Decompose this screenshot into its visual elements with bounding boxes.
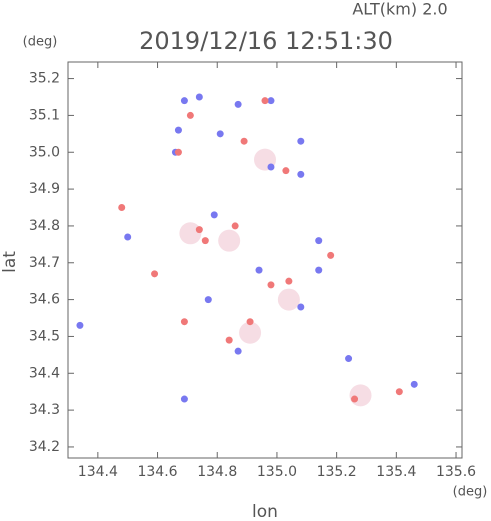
y-tick-label: 34.7 bbox=[29, 255, 60, 271]
echo-point bbox=[297, 303, 305, 311]
echo-point bbox=[218, 229, 241, 252]
echo-point bbox=[255, 266, 263, 274]
echo-point bbox=[225, 336, 233, 344]
echo-point bbox=[174, 148, 182, 156]
echo-point bbox=[174, 126, 182, 134]
echo-point bbox=[282, 167, 290, 175]
y-tick-label: 34.9 bbox=[29, 181, 60, 197]
echo-point bbox=[297, 137, 305, 145]
y-axis-label: lat bbox=[0, 251, 20, 273]
x-tick-label: 134.6 bbox=[137, 464, 177, 480]
echo-point bbox=[395, 388, 403, 396]
echo-point bbox=[76, 321, 84, 329]
echo-point bbox=[179, 222, 202, 245]
echo-point bbox=[246, 318, 254, 326]
echo-point bbox=[124, 233, 132, 241]
echo-point bbox=[195, 226, 203, 234]
x-unit: (deg) bbox=[453, 485, 488, 500]
plot-frame bbox=[67, 61, 463, 459]
y-unit: (deg) bbox=[23, 35, 58, 50]
echo-point bbox=[234, 347, 242, 355]
echo-point bbox=[180, 395, 188, 403]
echo-point bbox=[349, 384, 372, 407]
chart-title: 2019/12/16 12:51:30 bbox=[139, 27, 393, 55]
y-tick-label: 34.3 bbox=[29, 402, 60, 418]
echo-point bbox=[410, 380, 418, 388]
echo-point bbox=[151, 270, 159, 278]
echo-point bbox=[267, 281, 275, 289]
echo-point bbox=[210, 211, 218, 219]
y-tick-label: 35.1 bbox=[29, 107, 60, 123]
y-tick-label: 34.8 bbox=[29, 218, 60, 234]
echo-point bbox=[267, 163, 275, 171]
echo-point bbox=[345, 355, 353, 363]
echo-point bbox=[204, 296, 212, 304]
echo-point bbox=[180, 97, 188, 105]
echo-point bbox=[239, 321, 262, 344]
x-axis-label: lon bbox=[252, 502, 278, 521]
y-tick-label: 35.0 bbox=[29, 144, 60, 160]
echo-point bbox=[327, 251, 335, 259]
echo-point bbox=[186, 111, 194, 119]
echo-point bbox=[261, 97, 269, 105]
echo-point bbox=[351, 395, 359, 403]
y-tick-label: 34.5 bbox=[29, 328, 60, 344]
echo-point bbox=[285, 277, 293, 285]
x-tick-label: 135.0 bbox=[257, 464, 297, 480]
x-tick-label: 135.2 bbox=[317, 464, 357, 480]
echo-point bbox=[195, 93, 203, 101]
y-tick-label: 34.6 bbox=[29, 292, 60, 308]
echo-point bbox=[267, 97, 275, 105]
x-tick-label: 134.8 bbox=[197, 464, 237, 480]
echo-point bbox=[201, 237, 209, 245]
echo-point bbox=[118, 204, 126, 212]
y-tick-label: 34.2 bbox=[29, 439, 60, 455]
echo-point bbox=[277, 288, 300, 311]
echo-point bbox=[231, 222, 239, 230]
echo-point bbox=[180, 318, 188, 326]
echo-point bbox=[240, 137, 248, 145]
altitude-label: ALT(km) 2.0 bbox=[352, 0, 447, 19]
y-tick-label: 34.4 bbox=[29, 365, 60, 381]
echo-point bbox=[234, 100, 242, 108]
x-tick-label: 135.4 bbox=[376, 464, 416, 480]
echo-point bbox=[216, 130, 224, 138]
echo-point bbox=[315, 237, 323, 245]
x-tick-label: 135.6 bbox=[436, 464, 476, 480]
x-tick-label: 134.4 bbox=[78, 464, 118, 480]
y-tick-label: 35.2 bbox=[29, 71, 60, 87]
echo-point bbox=[315, 266, 323, 274]
echo-point bbox=[297, 170, 305, 178]
